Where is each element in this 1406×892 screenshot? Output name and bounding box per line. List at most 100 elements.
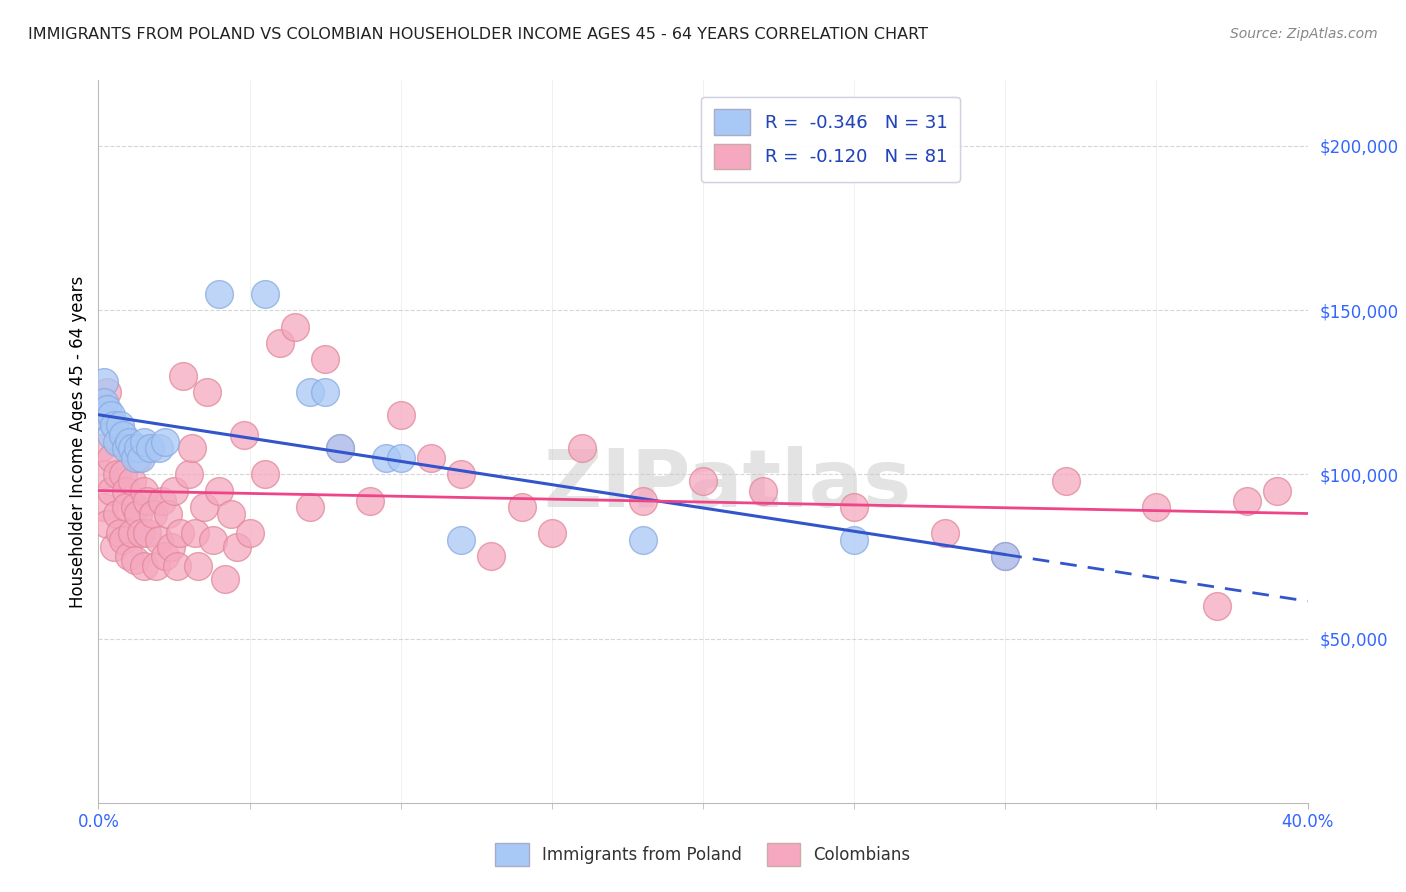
Point bbox=[844, 500, 866, 515]
Point bbox=[145, 559, 167, 574]
Point bbox=[153, 549, 176, 564]
Point bbox=[111, 428, 134, 442]
Point bbox=[114, 441, 136, 455]
Point bbox=[994, 549, 1017, 564]
Point bbox=[90, 409, 112, 423]
Point bbox=[132, 434, 155, 449]
Point bbox=[103, 418, 125, 433]
Point bbox=[844, 533, 866, 547]
Point bbox=[163, 483, 186, 498]
Point bbox=[420, 450, 443, 465]
Point bbox=[571, 441, 593, 455]
Point bbox=[208, 286, 231, 301]
Y-axis label: Householder Income Ages 45 - 64 years: Householder Income Ages 45 - 64 years bbox=[69, 276, 87, 607]
Point bbox=[127, 441, 149, 455]
Point bbox=[108, 418, 131, 433]
Point bbox=[135, 493, 157, 508]
Point bbox=[100, 450, 122, 465]
Point bbox=[100, 409, 122, 423]
Point bbox=[135, 526, 157, 541]
Point bbox=[93, 500, 115, 515]
Point bbox=[90, 409, 112, 423]
Point bbox=[374, 450, 396, 465]
Point bbox=[360, 493, 382, 508]
Point bbox=[166, 559, 188, 574]
Point bbox=[540, 526, 562, 541]
Point bbox=[169, 526, 191, 541]
Point bbox=[934, 526, 956, 541]
Point bbox=[139, 441, 162, 455]
Point bbox=[114, 500, 136, 515]
Point bbox=[90, 441, 112, 455]
Point bbox=[631, 533, 654, 547]
Legend: R =  -0.346   N = 31, R =  -0.120   N = 81: R = -0.346 N = 31, R = -0.120 N = 81 bbox=[702, 96, 960, 182]
Point bbox=[100, 428, 122, 442]
Point bbox=[195, 385, 218, 400]
Point bbox=[129, 450, 152, 465]
Point bbox=[1144, 500, 1167, 515]
Point bbox=[232, 428, 254, 442]
Point bbox=[121, 526, 143, 541]
Point bbox=[752, 483, 775, 498]
Text: ZIPatlas: ZIPatlas bbox=[543, 446, 911, 524]
Legend: Immigrants from Poland, Colombians: Immigrants from Poland, Colombians bbox=[486, 835, 920, 875]
Point bbox=[214, 573, 236, 587]
Point bbox=[129, 526, 152, 541]
Point bbox=[93, 395, 115, 409]
Point bbox=[114, 483, 136, 498]
Point bbox=[329, 441, 352, 455]
Point bbox=[284, 319, 307, 334]
Point bbox=[631, 493, 654, 508]
Point bbox=[148, 441, 170, 455]
Point bbox=[450, 533, 472, 547]
Point bbox=[105, 467, 128, 482]
Point bbox=[156, 507, 179, 521]
Point bbox=[127, 450, 149, 465]
Point bbox=[121, 474, 143, 488]
Point bbox=[253, 467, 276, 482]
Point bbox=[153, 434, 176, 449]
Point bbox=[124, 500, 146, 515]
Point bbox=[179, 467, 201, 482]
Point bbox=[253, 286, 276, 301]
Point bbox=[108, 526, 131, 541]
Point bbox=[93, 376, 115, 390]
Point bbox=[148, 533, 170, 547]
Point bbox=[108, 434, 131, 449]
Point bbox=[193, 500, 215, 515]
Point bbox=[132, 559, 155, 574]
Point bbox=[103, 418, 125, 433]
Point bbox=[269, 336, 291, 351]
Point bbox=[1206, 599, 1229, 613]
Point bbox=[208, 483, 231, 498]
Point bbox=[510, 500, 533, 515]
Point bbox=[118, 434, 141, 449]
Point bbox=[389, 409, 412, 423]
Point bbox=[994, 549, 1017, 564]
Point bbox=[96, 401, 118, 416]
Point bbox=[1267, 483, 1289, 498]
Point bbox=[103, 540, 125, 554]
Point bbox=[239, 526, 262, 541]
Point bbox=[172, 368, 194, 383]
Point bbox=[692, 474, 714, 488]
Point bbox=[314, 352, 336, 367]
Point bbox=[105, 434, 128, 449]
Point bbox=[105, 507, 128, 521]
Point bbox=[100, 483, 122, 498]
Point bbox=[481, 549, 503, 564]
Point bbox=[187, 559, 209, 574]
Point bbox=[1236, 493, 1258, 508]
Point bbox=[96, 385, 118, 400]
Point bbox=[329, 441, 352, 455]
Point bbox=[124, 450, 146, 465]
Point bbox=[111, 533, 134, 547]
Text: IMMIGRANTS FROM POLAND VS COLOMBIAN HOUSEHOLDER INCOME AGES 45 - 64 YEARS CORREL: IMMIGRANTS FROM POLAND VS COLOMBIAN HOUS… bbox=[28, 27, 928, 42]
Point bbox=[118, 549, 141, 564]
Point bbox=[184, 526, 207, 541]
Point bbox=[96, 516, 118, 531]
Point bbox=[1054, 474, 1077, 488]
Point bbox=[142, 507, 165, 521]
Point bbox=[299, 385, 322, 400]
Point bbox=[389, 450, 412, 465]
